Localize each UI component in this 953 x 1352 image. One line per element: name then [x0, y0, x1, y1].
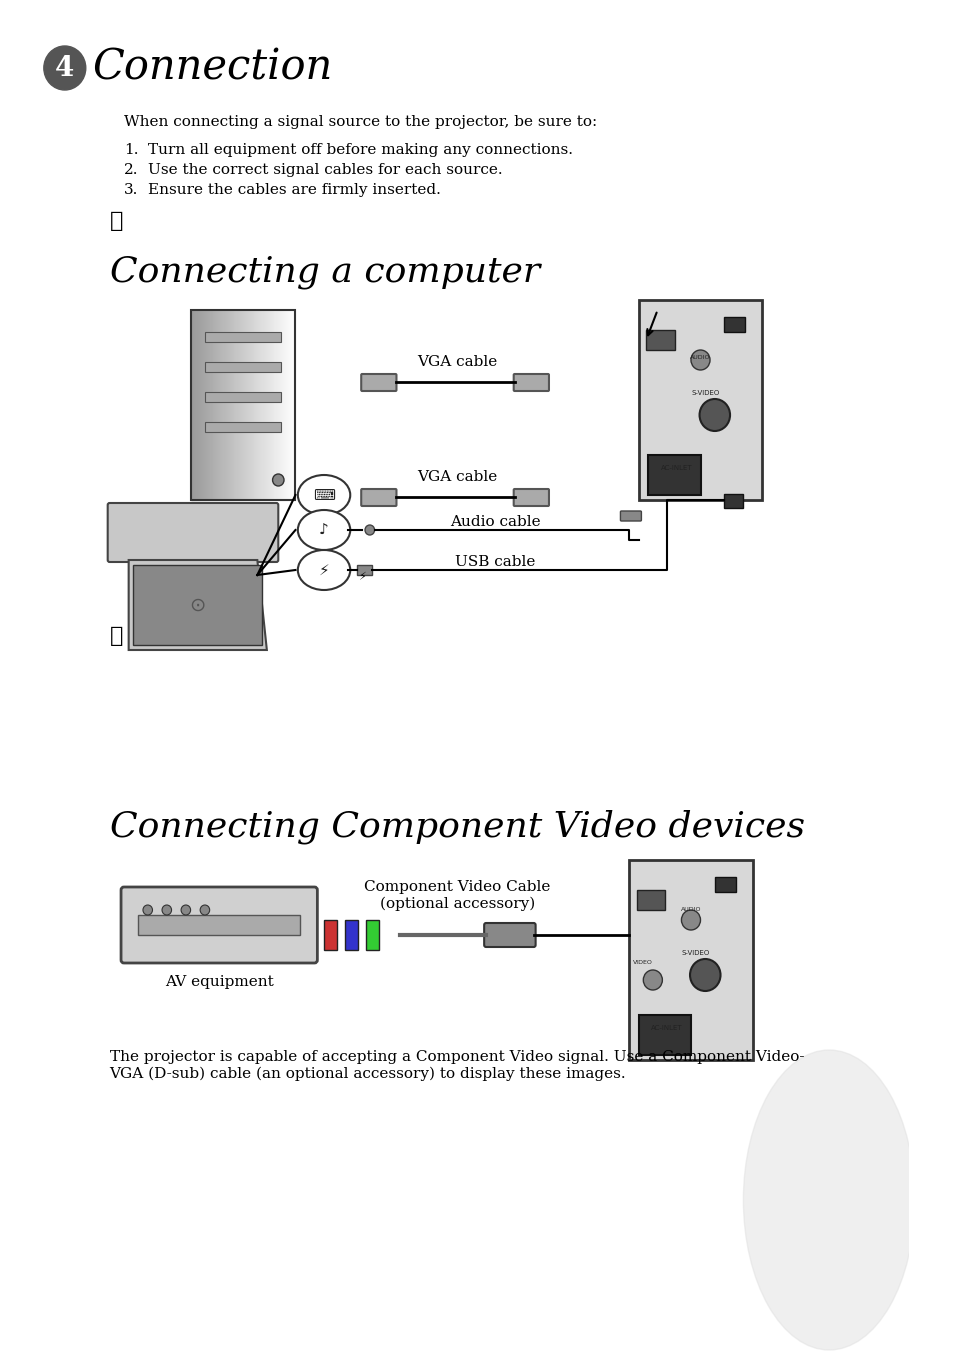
Bar — [345, 919, 358, 950]
Text: ⊙: ⊙ — [189, 595, 205, 615]
Text: ☞: ☞ — [110, 625, 123, 648]
Circle shape — [642, 969, 661, 990]
FancyBboxPatch shape — [513, 489, 548, 506]
Text: S-VIDEO: S-VIDEO — [680, 950, 709, 956]
Circle shape — [680, 910, 700, 930]
Text: Turn all equipment off before making any connections.: Turn all equipment off before making any… — [148, 143, 572, 157]
Text: ☞: ☞ — [110, 210, 123, 233]
Bar — [357, 565, 372, 575]
Text: S-VIDEO: S-VIDEO — [690, 389, 719, 396]
Text: 3.: 3. — [124, 183, 138, 197]
Bar — [138, 915, 300, 936]
FancyBboxPatch shape — [361, 489, 396, 506]
Bar — [628, 860, 752, 1060]
Text: AUDIO: AUDIO — [680, 907, 700, 913]
Bar — [191, 310, 295, 500]
Bar — [205, 422, 281, 433]
Text: Use the correct signal cables for each source.: Use the correct signal cables for each s… — [148, 164, 502, 177]
Circle shape — [690, 350, 709, 370]
Text: When connecting a signal source to the projector, be sure to:: When connecting a signal source to the p… — [124, 115, 597, 128]
Text: ⌨: ⌨ — [313, 488, 335, 503]
FancyBboxPatch shape — [121, 887, 317, 963]
FancyBboxPatch shape — [361, 375, 396, 391]
Text: 1.: 1. — [124, 143, 138, 157]
Bar — [324, 919, 337, 950]
Bar — [723, 316, 744, 333]
Text: The projector is capable of accepting a Component Video signal. Use a Component : The projector is capable of accepting a … — [110, 1051, 803, 1080]
Text: VIDEO: VIDEO — [633, 960, 653, 965]
Bar — [723, 493, 742, 508]
Bar — [636, 890, 664, 910]
Bar — [133, 565, 262, 645]
Ellipse shape — [742, 1051, 914, 1351]
Ellipse shape — [297, 510, 350, 550]
Circle shape — [44, 46, 86, 91]
FancyBboxPatch shape — [513, 375, 548, 391]
FancyBboxPatch shape — [108, 503, 278, 562]
Circle shape — [143, 904, 152, 915]
Text: Connecting Component Video devices: Connecting Component Video devices — [110, 810, 803, 845]
Bar — [638, 1015, 690, 1055]
Text: ♪: ♪ — [319, 522, 329, 538]
Text: Connecting a computer: Connecting a computer — [110, 256, 539, 289]
Circle shape — [162, 904, 172, 915]
Polygon shape — [129, 560, 267, 650]
Text: USB cable: USB cable — [455, 556, 536, 569]
Circle shape — [200, 904, 210, 915]
Circle shape — [689, 959, 720, 991]
Bar — [647, 456, 700, 495]
Text: ⚡: ⚡ — [318, 562, 329, 577]
Text: 4: 4 — [55, 54, 74, 81]
Text: ⚡: ⚡ — [358, 572, 366, 581]
Bar — [205, 333, 281, 342]
Circle shape — [181, 904, 191, 915]
Circle shape — [365, 525, 375, 535]
Bar — [714, 877, 735, 892]
Text: AUDIO: AUDIO — [690, 356, 710, 360]
Text: 2.: 2. — [124, 164, 138, 177]
Text: AC-INLET: AC-INLET — [660, 465, 692, 470]
Ellipse shape — [297, 475, 350, 515]
Text: Connection: Connection — [92, 47, 333, 89]
Text: VGA cable: VGA cable — [416, 470, 497, 484]
Circle shape — [699, 399, 729, 431]
Text: Ensure the cables are firmly inserted.: Ensure the cables are firmly inserted. — [148, 183, 440, 197]
Text: Audio cable: Audio cable — [450, 515, 540, 529]
Text: VGA cable: VGA cable — [416, 356, 497, 369]
Ellipse shape — [297, 550, 350, 589]
Text: Component Video Cable
(optional accessory): Component Video Cable (optional accessor… — [364, 880, 550, 911]
Text: AV equipment: AV equipment — [165, 975, 274, 990]
Circle shape — [273, 475, 284, 485]
Bar — [205, 362, 281, 372]
Bar — [366, 919, 379, 950]
FancyBboxPatch shape — [619, 511, 640, 521]
Text: AC-INLET: AC-INLET — [651, 1025, 682, 1032]
Bar — [638, 300, 761, 500]
Bar — [205, 392, 281, 402]
FancyBboxPatch shape — [484, 923, 535, 946]
Bar — [645, 330, 674, 350]
